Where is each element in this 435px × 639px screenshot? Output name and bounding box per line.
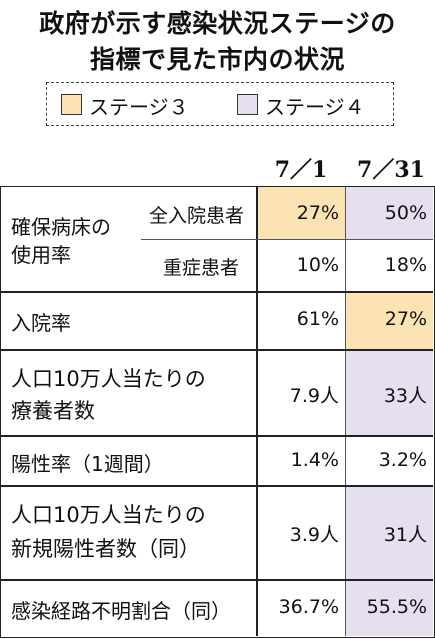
value-hospitalization-jul1: 61% — [296, 308, 339, 330]
cell-highlight-stage4 — [346, 579, 433, 636]
value-severe-jul1: 10% — [296, 254, 339, 276]
cell-highlight-stage4 — [346, 187, 433, 239]
row-divider — [1, 291, 433, 293]
legend: ステージ３ ステージ４ — [46, 82, 394, 126]
row-divider — [1, 485, 433, 487]
column-divider — [256, 187, 258, 636]
row-divider — [141, 239, 433, 240]
row-label-positivity-rate: 陽性率（1週間） — [11, 452, 164, 476]
value-unknown-route-jul31: 55.5% — [366, 596, 427, 618]
value-positivity-jul31: 3.2% — [378, 449, 427, 471]
value-all-inpatients-jul1: 27% — [296, 202, 339, 224]
value-hospitalization-jul31: 27% — [384, 308, 427, 330]
cell-highlight-stage3 — [257, 187, 345, 239]
title-line-2: 指標で見た市内の状況 — [89, 45, 345, 74]
value-severe-jul31: 18% — [384, 254, 427, 276]
column-header-jul1: 7／1 — [274, 157, 328, 183]
row-label-hospitalization-rate: 入院率 — [11, 311, 71, 335]
row-divider — [1, 349, 433, 351]
stage3-swatch — [61, 94, 82, 115]
stage4-label: ステージ４ — [265, 95, 365, 119]
cell-highlight-stage4 — [346, 349, 433, 435]
value-recuperating-jul1: 7.9人 — [289, 385, 339, 407]
row-label-unknown-route: 感染経路不明割合（同） — [11, 599, 231, 623]
bed-usage-label-line2: 使用率 — [11, 243, 71, 267]
value-recuperating-jul31: 33人 — [383, 385, 427, 407]
row-label-recuperating-line1: 人口10万人当たりの — [11, 367, 206, 391]
value-positivity-jul1: 1.4% — [290, 449, 339, 471]
row-label-recuperating-line2: 療養者数 — [11, 399, 95, 423]
cell-highlight-stage4 — [346, 485, 433, 579]
cell-highlight-stage3 — [346, 291, 433, 349]
row-label-all-inpatients: 全入院患者 — [149, 205, 245, 227]
row-label-new-positives-line2: 新規陽性者数（同） — [11, 537, 200, 561]
row-divider — [1, 579, 433, 581]
title-line-1: 政府が示す感染状況ステージの — [39, 9, 396, 38]
column-header-jul31: 7／31 — [357, 157, 425, 183]
row-label-new-positives-line1: 人口10万人当たりの — [11, 503, 206, 527]
indicator-table: 確保病床の 使用率 全入院患者 27% 50% 重症患者 10% 18% 入院率… — [0, 186, 435, 638]
row-label-severe-patients: 重症患者 — [163, 257, 240, 279]
stage3-label: ステージ３ — [89, 95, 189, 119]
stage4-swatch — [237, 94, 258, 115]
value-unknown-route-jul1: 36.7% — [278, 596, 339, 618]
column-divider — [345, 187, 346, 636]
value-new-positives-jul31: 31人 — [383, 524, 427, 546]
row-divider — [1, 435, 433, 437]
value-all-inpatients-jul31: 50% — [384, 202, 427, 224]
value-new-positives-jul1: 3.9人 — [289, 524, 339, 546]
bed-usage-label-line1: 確保病床の — [11, 215, 111, 239]
